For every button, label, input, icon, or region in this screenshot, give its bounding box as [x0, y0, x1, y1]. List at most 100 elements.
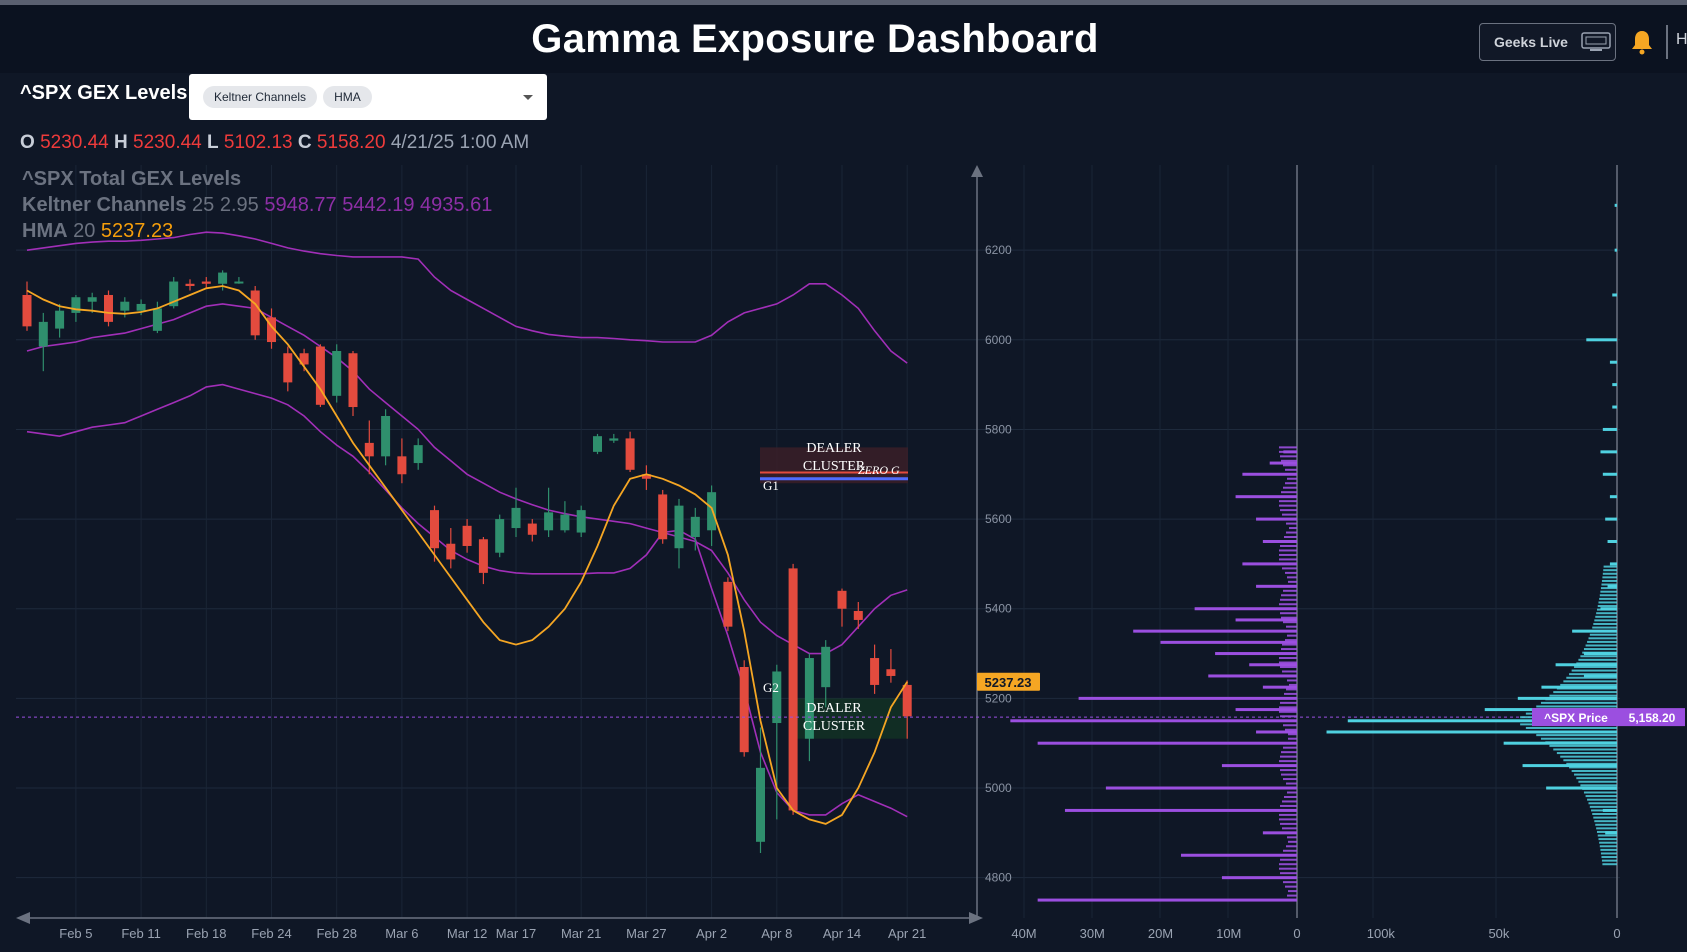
candle-body	[756, 767, 765, 842]
gex-bar-dense	[1279, 764, 1297, 767]
gex-bar-dense	[1284, 518, 1297, 521]
candle-body	[430, 510, 439, 549]
volume-bar	[1546, 786, 1617, 790]
candle-body	[723, 581, 733, 627]
bell-icon[interactable]	[1630, 29, 1654, 55]
volume-bar-dense	[1591, 630, 1617, 633]
candle-body	[560, 514, 570, 531]
candle-body	[511, 507, 521, 529]
chevron-down-icon[interactable]	[523, 95, 533, 100]
volume-bar	[1614, 203, 1617, 207]
zero-g-label: ZERO G	[858, 463, 900, 477]
legend-row-gex: ^SPX Total GEX Levels	[22, 166, 492, 192]
dealer-cluster-top-label-2: CLUSTER	[803, 459, 866, 474]
indicator-select[interactable]: Keltner Channels HMA	[189, 74, 547, 120]
volume-x-tick-label: 100k	[1367, 926, 1396, 941]
x-tick-label: Mar 17	[496, 926, 536, 941]
gex-bar-dense	[1288, 580, 1297, 583]
volume-bar-dense	[1601, 583, 1617, 586]
volume-bar	[1541, 685, 1617, 689]
candle-body	[870, 658, 880, 685]
volume-bar-dense	[1556, 687, 1617, 690]
gex-bar-dense	[1279, 706, 1297, 709]
gex-bar-dense	[1283, 849, 1297, 852]
volume-bar-dense	[1576, 662, 1617, 665]
gex-bar-dense	[1279, 710, 1297, 713]
candle-body	[853, 610, 863, 620]
volume-bar-dense	[1593, 622, 1617, 625]
gex-bar-dense	[1279, 500, 1297, 503]
gex-bar-dense	[1282, 513, 1297, 516]
volume-bar-dense	[1588, 802, 1617, 805]
gex-x-tick-label: 40M	[1011, 926, 1036, 941]
truncated-menu-label[interactable]: H	[1676, 31, 1687, 48]
candle-body	[902, 684, 912, 717]
volume-bar-dense	[1563, 759, 1617, 762]
ohlc-readout: O 5230.44 H 5230.44 L 5102.13 C 5158.20 …	[20, 132, 529, 154]
gex-bar-dense	[1285, 571, 1297, 574]
gex-bar-dense	[1288, 473, 1297, 476]
candle-body	[185, 283, 195, 287]
gex-bar-dense	[1280, 455, 1297, 458]
gex-bar	[1256, 517, 1297, 521]
chart-legend: ^SPX Total GEX Levels Keltner Channels 2…	[22, 166, 492, 244]
volume-bar	[1607, 584, 1617, 588]
candle-body	[674, 505, 684, 549]
volume-bar-dense	[1574, 666, 1617, 668]
y-tick-label: 5000	[985, 781, 1012, 795]
candle-body	[478, 539, 488, 573]
candle-body	[821, 646, 831, 688]
gex-bar-dense	[1283, 464, 1297, 467]
gex-bar-dense	[1281, 854, 1297, 857]
gex-bar-dense	[1288, 840, 1297, 843]
current-price-value-label: 5,158.20	[1629, 711, 1676, 725]
volume-bar-dense	[1574, 773, 1617, 776]
volume-bar	[1586, 338, 1617, 342]
gex-bar	[1180, 853, 1297, 857]
ohlc-l-label: L	[207, 132, 219, 153]
candle-body	[886, 669, 896, 676]
gex-bar	[1221, 764, 1297, 768]
gex-bar-dense	[1282, 827, 1297, 830]
ohlc-h: 5230.44	[133, 132, 202, 153]
gex-bar-dense	[1279, 813, 1297, 816]
volume-bar-dense	[1553, 748, 1617, 751]
dealer-cluster-bottom-label-2: CLUSTER	[803, 719, 866, 734]
y-tick-label: 6200	[985, 243, 1012, 257]
candle-body	[495, 519, 505, 553]
chip-hma[interactable]: HMA	[323, 86, 372, 108]
candle-body	[87, 297, 97, 302]
gex-bar-dense	[1286, 782, 1297, 785]
candle-body	[690, 516, 700, 538]
gex-bar	[1242, 562, 1297, 566]
gex-bar-dense	[1279, 450, 1297, 453]
gex-bar-dense	[1281, 648, 1297, 651]
candle-body	[283, 353, 293, 383]
symbol-label: ^SPX GEX Levels	[20, 82, 188, 104]
volume-bar-dense	[1592, 813, 1617, 816]
gex-bar	[1194, 607, 1297, 611]
gex-bar-dense	[1286, 585, 1297, 588]
volume-bar-dense	[1595, 615, 1617, 618]
gex-bar-dense	[1282, 670, 1297, 673]
gex-bar-dense	[1282, 800, 1297, 803]
gex-bar-dense	[1280, 822, 1297, 825]
gex-bar-dense	[1280, 495, 1297, 498]
gex-bar-dense	[1283, 746, 1297, 749]
volume-bar-dense	[1594, 820, 1617, 823]
volume-bar-dense	[1540, 701, 1617, 704]
candle-body	[593, 436, 602, 452]
candle-body	[609, 438, 619, 441]
candle-body	[332, 351, 342, 396]
geeks-live-button[interactable]: Geeks Live	[1479, 23, 1616, 61]
gex-bar	[1249, 663, 1297, 667]
dealer-cluster-top-label-1: DEALER	[806, 441, 862, 456]
x-tick-label: Mar 12	[447, 926, 487, 941]
gex-bar-dense	[1281, 773, 1297, 776]
candle-body	[707, 492, 717, 531]
x-tick-label: Feb 24	[251, 926, 291, 941]
chip-keltner[interactable]: Keltner Channels	[203, 86, 318, 108]
volume-bar-dense	[1596, 827, 1617, 830]
candle-body	[837, 590, 847, 609]
